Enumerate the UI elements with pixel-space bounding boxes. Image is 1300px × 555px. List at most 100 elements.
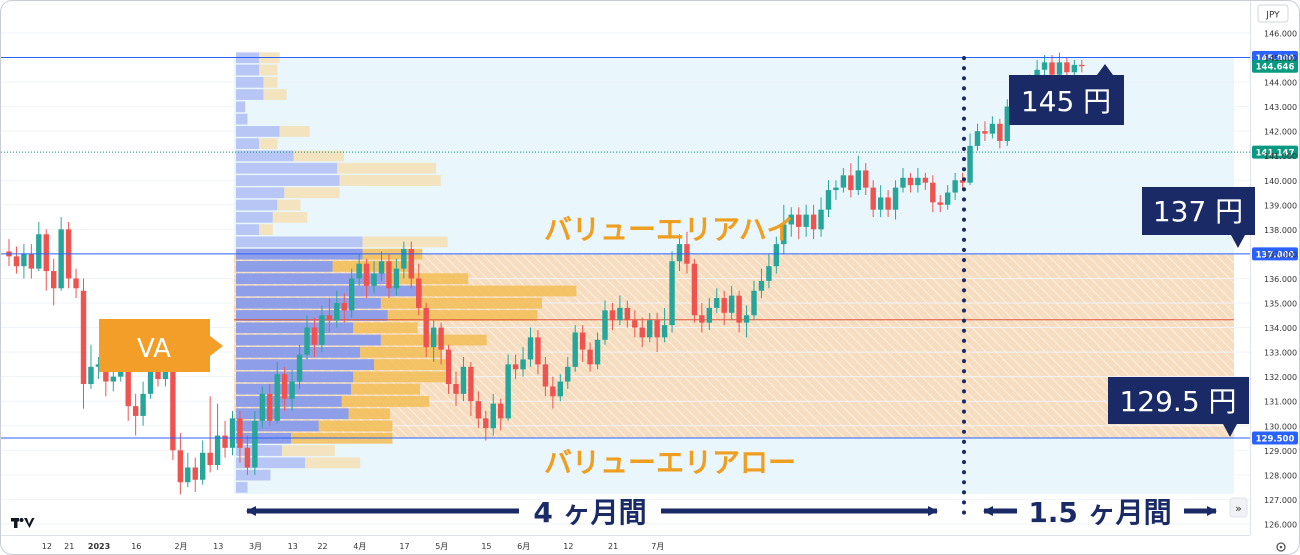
candle-body <box>393 268 400 289</box>
profile-bar-up <box>236 408 349 420</box>
candle-body <box>654 320 660 338</box>
candle-body <box>870 187 876 210</box>
profile-bar-down <box>263 76 278 88</box>
candle-body <box>863 170 869 188</box>
profile-bar-down <box>279 126 310 137</box>
candle-body <box>73 278 79 289</box>
settings-gear-icon[interactable] <box>1276 542 1286 552</box>
price-tick-label: 134.000 <box>1264 324 1297 333</box>
candle-body <box>259 393 265 421</box>
candle-body <box>587 349 593 365</box>
candle-body <box>177 450 184 483</box>
candle-body <box>527 337 534 360</box>
profile-bar-up <box>236 162 338 174</box>
candle-body <box>229 418 236 448</box>
price-tick-label: 145.000 <box>1264 54 1297 63</box>
candle-body <box>416 278 422 308</box>
profile-bar-down <box>259 224 273 235</box>
candle-body <box>1049 62 1055 75</box>
profile-bar-up <box>236 126 280 137</box>
profile-bar-up <box>236 224 259 235</box>
profile-bar-down <box>360 346 441 358</box>
period-arrow-left: 4 ヶ月間 <box>246 496 938 529</box>
candle-body <box>967 145 973 183</box>
profile-bar-up <box>236 113 248 125</box>
time-tick-label: 15 <box>481 542 491 551</box>
profile-bar-up <box>236 199 278 211</box>
candle-body <box>58 229 64 289</box>
candle-body <box>483 418 489 429</box>
candle-body <box>170 361 176 451</box>
scroll-to-realtime-button[interactable]: » <box>1229 497 1248 518</box>
tradingview-logo[interactable] <box>11 518 35 528</box>
candle-body <box>959 180 966 183</box>
candle-body <box>80 290 87 385</box>
candle-body <box>468 366 474 402</box>
candle-body <box>520 359 526 370</box>
profile-bar-up <box>236 359 374 371</box>
candle-body <box>974 131 981 146</box>
candle-body <box>669 261 675 326</box>
candle-body <box>565 366 571 382</box>
profile-bar-up <box>236 236 363 248</box>
candle-body <box>699 315 705 323</box>
candle-body <box>1071 64 1078 73</box>
candle-body <box>989 123 996 134</box>
candle-body <box>647 320 653 338</box>
profile-bar-up <box>236 261 333 272</box>
candle-body <box>214 435 221 466</box>
profile-bar-up <box>236 481 248 493</box>
price-tick-label: 137.000 <box>1264 250 1297 259</box>
candle-body <box>930 182 936 203</box>
level-price-label: 145.000 <box>1256 54 1295 64</box>
profile-bar-down <box>259 138 278 150</box>
va-callout: VA <box>99 319 223 372</box>
candle-body <box>244 447 251 468</box>
profile-bar-up <box>236 371 354 383</box>
candle-body <box>363 263 370 286</box>
candle-body <box>877 197 884 210</box>
profile-bar-down <box>277 199 301 211</box>
candle-body <box>147 359 154 394</box>
value-area-band <box>234 254 1234 438</box>
price-tick-label: 144.000 <box>1264 79 1297 88</box>
level-price-label: 144.646 <box>1256 63 1295 73</box>
candle-body <box>408 248 414 279</box>
candle-body <box>579 332 586 350</box>
candle-body <box>982 131 988 134</box>
candle-body <box>498 403 504 419</box>
candle-body <box>21 253 27 267</box>
profile-bar-up <box>236 76 264 88</box>
svg-text:137 円: 137 円 <box>1153 195 1243 228</box>
time-tick-label: 6月 <box>517 542 530 551</box>
profile-bar-down <box>272 211 308 223</box>
profile-bar-up <box>236 396 342 407</box>
price-tick-label: 140.000 <box>1264 177 1297 186</box>
candle-body <box>937 202 943 205</box>
profile-bar-down <box>385 273 469 285</box>
candle-body <box>885 197 891 210</box>
time-tick-label: 4月 <box>353 542 366 551</box>
candle-body <box>766 266 772 281</box>
profile-bar-down <box>318 420 393 432</box>
profile-bar-up <box>236 187 285 199</box>
currency-badge[interactable]: JPY <box>1257 4 1289 23</box>
profile-bar-down <box>422 285 577 297</box>
candle-body <box>423 307 429 348</box>
profile-bar-down <box>305 457 361 469</box>
time-tick-label: 5月 <box>435 542 448 551</box>
candle-body <box>319 315 325 345</box>
level-price-badge <box>1252 59 1298 73</box>
profile-bar-up <box>236 64 259 76</box>
candle-body <box>617 307 623 321</box>
candle-body <box>788 214 794 225</box>
candle-body <box>185 467 191 483</box>
time-tick-label: 3月 <box>249 542 262 551</box>
candle-body <box>952 180 958 193</box>
price-tick-label: 132.000 <box>1264 373 1297 382</box>
candle-body <box>676 244 683 262</box>
profile-bar-down <box>374 359 446 371</box>
candle-body <box>349 278 355 311</box>
time-tick-label: 21 <box>64 542 74 551</box>
